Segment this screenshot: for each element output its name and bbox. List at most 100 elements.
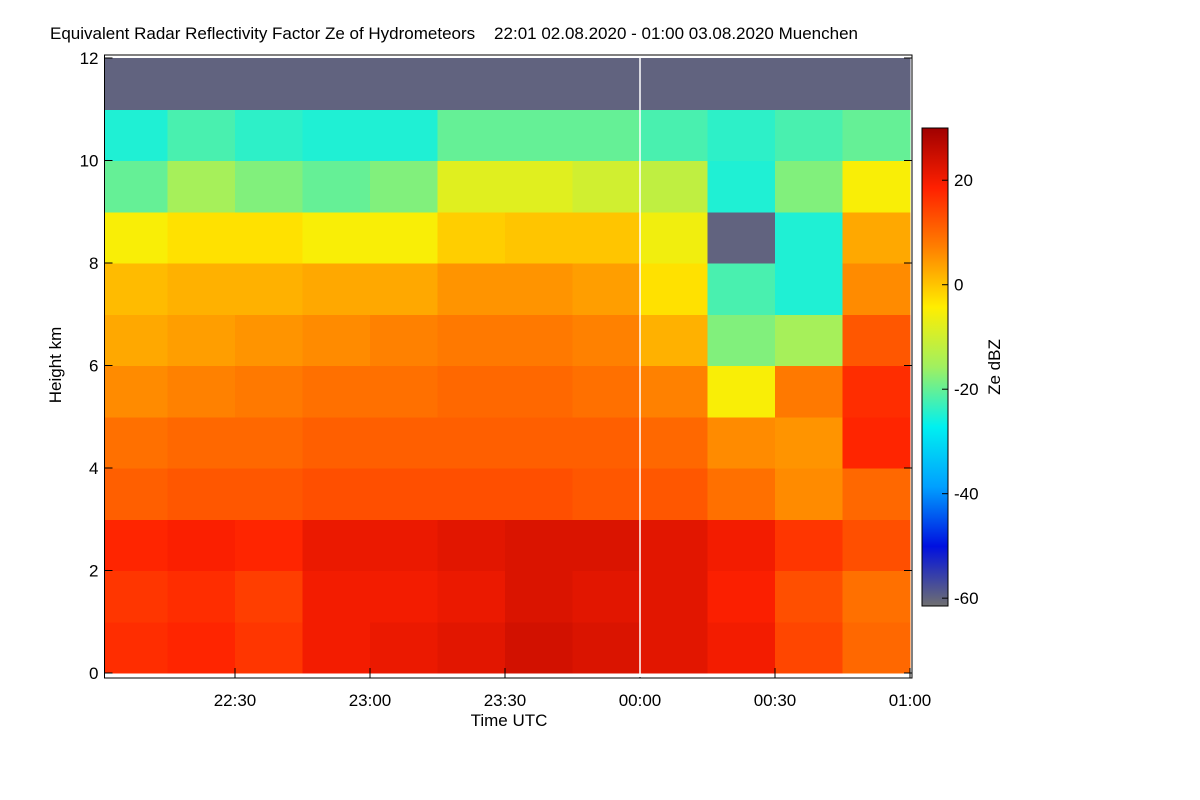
x-tick-label: 01:00 [889,691,932,710]
heatmap-cell [235,416,303,469]
heatmap-cell [235,570,303,623]
heatmap-cell [235,58,303,110]
heatmap-cell [842,160,911,213]
heatmap-cell [104,109,168,161]
heatmap-cell [640,519,708,571]
heatmap-cell [104,570,168,623]
heatmap-cell [842,211,911,264]
heatmap-cell [505,109,573,161]
heatmap-cell [104,263,168,315]
heatmap-cell [302,160,371,213]
heatmap-cell [640,160,708,213]
heatmap-cell [775,621,843,674]
heatmap-cell [572,160,641,213]
heatmap-cell [235,519,303,571]
heatmap-cell [370,263,438,315]
heatmap-cell [572,109,641,161]
heatmap-cell [640,570,708,623]
heatmap-cell [572,365,641,418]
heatmap-cell [707,263,776,315]
heatmap-cell [505,160,573,213]
heatmap-cell [775,365,843,418]
heatmap-cell [640,58,708,110]
heatmap-cell [775,263,843,315]
heatmap-cell [775,416,843,469]
y-tick-label: 10 [80,152,99,171]
heatmap-cell [640,109,708,161]
heatmap-cell [437,519,506,571]
colorbar-tick-label: 0 [954,276,963,295]
heatmap-cell [302,519,371,571]
heatmap-cell [437,365,506,418]
heatmap-cell [707,109,776,161]
heatmap-cell [505,314,573,366]
heatmap-cell [104,621,168,674]
colorbar [921,127,949,607]
heatmap-cell [842,109,911,161]
heatmap-cell [235,263,303,315]
heatmap-cell [370,314,438,366]
heatmap-cell [505,621,573,674]
heatmap-cell [842,416,911,469]
heatmap-cell [640,365,708,418]
heatmap-cell [775,468,843,520]
heatmap-cell [707,58,776,110]
heatmap-cell [302,211,371,264]
heatmap-cell [167,314,236,366]
heatmap-cell [572,58,641,110]
heatmap [104,58,911,674]
x-tick-label: 22:30 [214,691,257,710]
y-tick-label: 4 [89,459,98,478]
heatmap-cell [775,58,843,110]
heatmap-cell [437,570,506,623]
heatmap-cell [167,621,236,674]
colorbar-tick-label: 20 [954,171,973,190]
heatmap-cell [104,519,168,571]
heatmap-cell [437,211,506,264]
heatmap-cell [167,365,236,418]
heatmap-cell [505,519,573,571]
heatmap-cell [167,519,236,571]
heatmap-cell [370,468,438,520]
heatmap-cell [640,468,708,520]
heatmap-cell [302,263,371,315]
heatmap-cell [235,314,303,366]
plot-frame [104,54,913,679]
colorbar-tick-label: -40 [954,485,979,504]
heatmap-cell [640,621,708,674]
heatmap-cell [572,570,641,623]
heatmap-cell [370,621,438,674]
heatmap-cell [167,468,236,520]
heatmap-cell [437,58,506,110]
heatmap-cell [104,58,168,110]
heatmap-cell [707,365,776,418]
heatmap-cell [707,211,776,264]
heatmap-cell [707,621,776,674]
heatmap-cell [370,416,438,469]
heatmap-cell [505,58,573,110]
y-tick-label: 2 [89,562,98,581]
heatmap-cell [572,416,641,469]
heatmap-cell [167,58,236,110]
heatmap-cell [302,468,371,520]
heatmap-cell [842,365,911,418]
heatmap-cell [370,211,438,264]
heatmap-cell [775,211,843,264]
heatmap-cell [302,365,371,418]
heatmap-cell [842,58,911,110]
heatmap-cell [302,58,371,110]
heatmap-cell [572,468,641,520]
heatmap-cell [572,519,641,571]
heatmap-cell [707,570,776,623]
heatmap-cell [707,468,776,520]
heatmap-cell [505,365,573,418]
heatmap-cell [302,109,371,161]
heatmap-cell [437,621,506,674]
colorbar-label: Ze dBZ [985,339,1004,395]
y-tick-label: 12 [80,49,99,68]
x-axis-label: Time UTC [471,711,548,730]
x-tick-label: 00:00 [619,691,662,710]
x-tick-label: 00:30 [754,691,797,710]
heatmap-cell [505,570,573,623]
